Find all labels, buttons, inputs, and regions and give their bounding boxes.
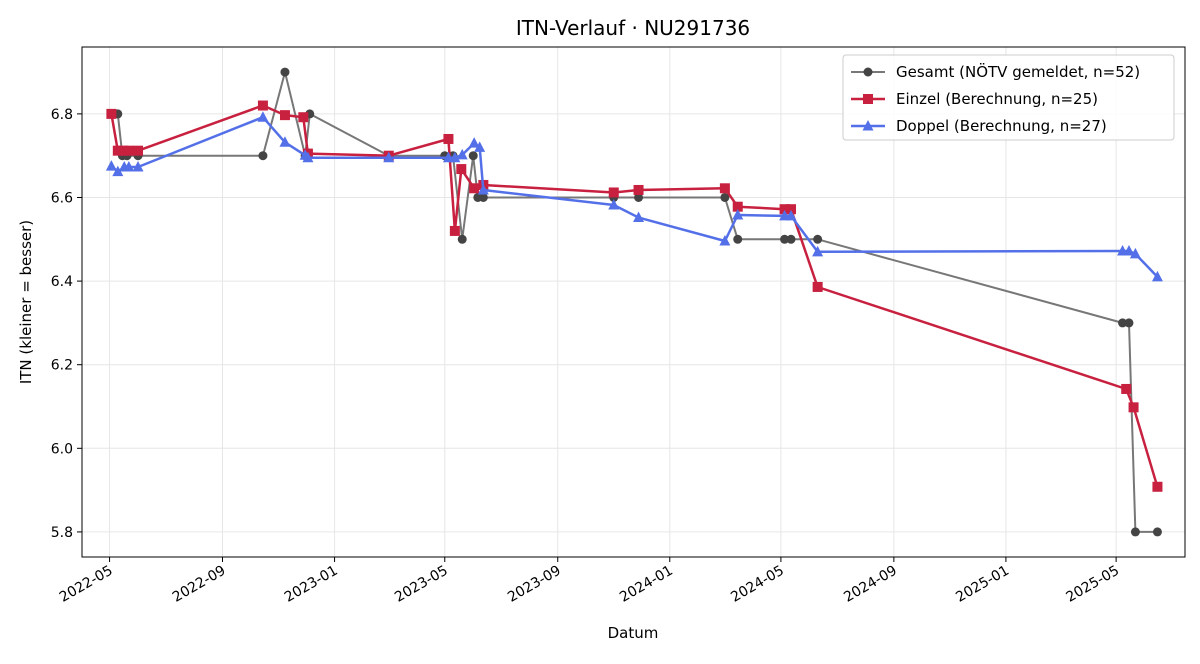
data-point xyxy=(1152,481,1163,492)
legend-box xyxy=(842,54,1175,141)
data-point xyxy=(468,151,478,161)
data-point xyxy=(1124,318,1134,328)
y-tick-label: 6.0 xyxy=(51,441,73,457)
data-point xyxy=(719,234,731,246)
data-point xyxy=(106,108,117,119)
data-point xyxy=(456,148,468,160)
data-point xyxy=(786,234,796,244)
data-point xyxy=(449,225,460,236)
data-point xyxy=(478,192,488,202)
data-point xyxy=(634,192,644,202)
data-point xyxy=(468,137,480,148)
legend-label: Einzel (Berechnung, n=25) xyxy=(896,90,1098,108)
data-point xyxy=(1152,527,1162,537)
x-tick-label: 2024-09 xyxy=(841,563,900,606)
data-point xyxy=(785,209,797,221)
data-point xyxy=(1129,247,1141,259)
data-point xyxy=(1118,318,1128,328)
legend: Gesamt (NÖTV gemeldet, n=52) Einzel (Bere… xyxy=(842,54,1175,141)
data-point xyxy=(477,183,489,195)
y-tick-label: 6.4 xyxy=(51,274,73,290)
x-tick-label: 2023-05 xyxy=(392,563,451,606)
data-point xyxy=(732,201,743,212)
x-tick-label: 2023-01 xyxy=(282,563,341,606)
data-point xyxy=(112,145,123,156)
data-point xyxy=(733,234,743,244)
data-point xyxy=(813,234,823,244)
x-tick-label: 2023-09 xyxy=(505,563,564,606)
data-point xyxy=(456,164,467,175)
x-tick-label: 2025-05 xyxy=(1063,563,1122,606)
data-point xyxy=(258,151,268,161)
legend-label: Gesamt (NÖTV gemeldet, n=52) xyxy=(896,62,1140,81)
x-tick-label: 2024-01 xyxy=(617,563,676,606)
data-point xyxy=(279,136,291,147)
series-group xyxy=(106,100,1163,492)
data-point xyxy=(449,151,461,163)
x-axis-label: Datum xyxy=(608,624,659,642)
series-line xyxy=(110,104,1159,488)
plot-frame xyxy=(81,46,1186,558)
data-point xyxy=(1151,270,1163,282)
data-point xyxy=(133,145,144,156)
series-group xyxy=(105,111,1163,282)
data-point xyxy=(257,100,268,111)
legend-swatch-marker xyxy=(862,120,874,131)
data-point xyxy=(608,187,619,198)
data-point xyxy=(779,204,790,215)
x-tick-label: 2024-05 xyxy=(728,563,787,606)
chart-title: ITN-Verlauf · NU291736 xyxy=(516,16,750,40)
data-point xyxy=(112,165,124,177)
data-point xyxy=(786,204,797,215)
grid-layer xyxy=(82,47,1185,557)
data-point xyxy=(280,67,290,77)
data-point xyxy=(123,160,135,172)
data-point xyxy=(132,160,144,172)
data-point xyxy=(1130,527,1140,537)
y-axis-label: ITN (kleiner = besser) xyxy=(17,220,35,384)
x-tick-label: 2025-01 xyxy=(953,563,1012,606)
data-point xyxy=(123,145,134,156)
data-point xyxy=(812,281,823,292)
data-point xyxy=(474,141,486,152)
ticks-layer: 2022-05 2022-09 2023-01 2023-05 2023-09 2024-… xyxy=(51,107,1122,606)
data-point xyxy=(732,209,744,220)
y-tick-label: 6.8 xyxy=(51,107,73,123)
data-point xyxy=(1123,245,1135,256)
data-point xyxy=(457,234,467,244)
data-point xyxy=(720,192,730,202)
data-point xyxy=(443,133,454,144)
data-point xyxy=(302,151,314,163)
data-point xyxy=(279,110,290,121)
x-tick-label: 2022-05 xyxy=(57,563,116,606)
data-point xyxy=(1128,402,1139,413)
legend-swatch-marker xyxy=(863,94,873,104)
data-point xyxy=(383,151,395,163)
y-tick-label: 6.2 xyxy=(51,358,73,374)
data-point xyxy=(118,145,129,156)
data-point xyxy=(1121,383,1132,394)
data-point xyxy=(633,184,644,195)
x-tick-label: 2022-09 xyxy=(170,563,229,606)
data-point xyxy=(608,199,620,210)
data-point xyxy=(780,234,790,244)
legend-label: Doppel (Berechnung, n=27) xyxy=(896,117,1107,135)
data-point xyxy=(298,112,309,123)
series-line xyxy=(111,71,1158,533)
y-tick-label: 6.6 xyxy=(51,190,73,206)
series-layer xyxy=(105,67,1163,537)
legend-swatch-marker xyxy=(863,67,873,77)
data-point xyxy=(469,183,480,194)
data-point xyxy=(257,111,269,122)
data-point xyxy=(719,183,730,194)
data-point xyxy=(812,245,824,257)
data-point xyxy=(105,160,117,171)
data-point xyxy=(633,211,645,223)
y-tick-label: 5.8 xyxy=(51,525,73,541)
